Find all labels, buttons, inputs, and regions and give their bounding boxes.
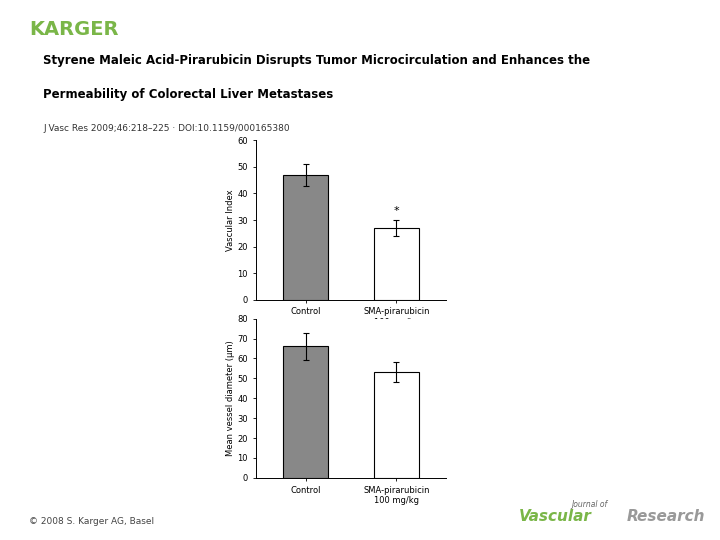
Text: Research: Research (627, 509, 706, 524)
Text: KARGER: KARGER (29, 20, 118, 39)
Bar (283, 347, 328, 478)
Bar (283, 175, 328, 300)
Y-axis label: Vascular Index: Vascular Index (225, 189, 235, 251)
Text: J Vasc Res 2009;46:218–225 · DOI:10.1159/000165380: J Vasc Res 2009;46:218–225 · DOI:10.1159… (43, 124, 290, 132)
Text: Styrene Maleic Acid-Pirarubicin Disrupts Tumor Microcirculation and Enhances the: Styrene Maleic Acid-Pirarubicin Disrupts… (43, 54, 590, 67)
Text: Permeability of Colorectal Liver Metastases: Permeability of Colorectal Liver Metasta… (43, 88, 333, 101)
Text: Vascular: Vascular (518, 509, 591, 524)
Y-axis label: Mean vessel diameter (μm): Mean vessel diameter (μm) (225, 340, 235, 456)
Text: *: * (394, 206, 400, 216)
Text: © 2008 S. Karger AG, Basel: © 2008 S. Karger AG, Basel (29, 517, 154, 526)
Bar (374, 228, 419, 300)
Text: Journal of: Journal of (571, 500, 607, 509)
Bar (374, 373, 419, 478)
